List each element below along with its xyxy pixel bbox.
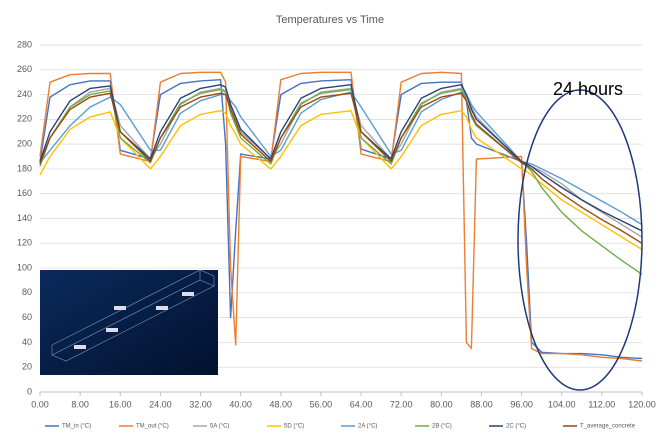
highlight-ellipse bbox=[518, 90, 642, 390]
x-tick-label: 64.00 bbox=[350, 399, 373, 409]
chart-title: Temperatures vs Time bbox=[276, 14, 384, 26]
y-tick-label: 180 bbox=[17, 163, 32, 173]
y-tick-label: 40 bbox=[22, 337, 32, 347]
y-tick-label: 0 bbox=[27, 386, 32, 396]
inset-image bbox=[40, 270, 218, 375]
x-tick-label: 72.00 bbox=[390, 399, 413, 409]
y-tick-label: 60 bbox=[22, 312, 32, 322]
legend-label: 5A (°C) bbox=[210, 424, 229, 430]
x-tick-label: 16.00 bbox=[109, 399, 132, 409]
y-tick-label: 200 bbox=[17, 139, 32, 149]
legend-label: 2C (°C) bbox=[506, 424, 526, 430]
legend-label: T_average_concrete bbox=[580, 424, 636, 430]
x-tick-label: 32.00 bbox=[189, 399, 212, 409]
x-tick-label: 104.00 bbox=[548, 399, 576, 409]
x-tick-label: 48.00 bbox=[270, 399, 293, 409]
y-tick-label: 220 bbox=[17, 114, 32, 124]
y-tick-label: 80 bbox=[22, 287, 32, 297]
legend-label: 2A (°C) bbox=[358, 424, 377, 430]
y-tick-label: 100 bbox=[17, 262, 32, 272]
y-tick-label: 140 bbox=[17, 213, 32, 223]
y-tick-label: 20 bbox=[22, 362, 32, 372]
x-tick-label: 24.00 bbox=[149, 399, 172, 409]
annotation: 24 hours bbox=[553, 79, 623, 99]
y-tick-label: 260 bbox=[17, 64, 32, 74]
x-tick-label: 80.00 bbox=[430, 399, 453, 409]
page: {"chart_data": {"type": "line", "title":… bbox=[0, 0, 659, 435]
legend-label: 5D (°C) bbox=[284, 424, 304, 430]
y-tick-label: 240 bbox=[17, 89, 32, 99]
chart: Temperatures vs Time 0 20 40 60 80 100 120 140 1… bbox=[0, 0, 659, 435]
x-tick-label: 120.00 bbox=[628, 399, 656, 409]
series-line bbox=[40, 90, 642, 275]
x-tick-label: 56.00 bbox=[310, 399, 333, 409]
x-tick-label: 96.00 bbox=[510, 399, 533, 409]
x-tick-label: 40.00 bbox=[229, 399, 252, 409]
legend-label: 2B (°C) bbox=[432, 424, 452, 430]
series-line bbox=[40, 88, 642, 237]
legend-label: TM_out (°C) bbox=[136, 424, 169, 430]
x-tick-label: 0.00 bbox=[31, 399, 49, 409]
series-line bbox=[40, 93, 642, 243]
y-tick-label: 120 bbox=[17, 238, 32, 248]
legend-label: TM_in (°C) bbox=[62, 424, 91, 430]
y-tick-label: 160 bbox=[17, 188, 32, 198]
x-tick-label: 88.00 bbox=[470, 399, 493, 409]
x-tick-label: 112.00 bbox=[588, 399, 615, 409]
x-tick-label: 8.00 bbox=[71, 399, 89, 409]
y-tick-label: 280 bbox=[17, 39, 32, 49]
